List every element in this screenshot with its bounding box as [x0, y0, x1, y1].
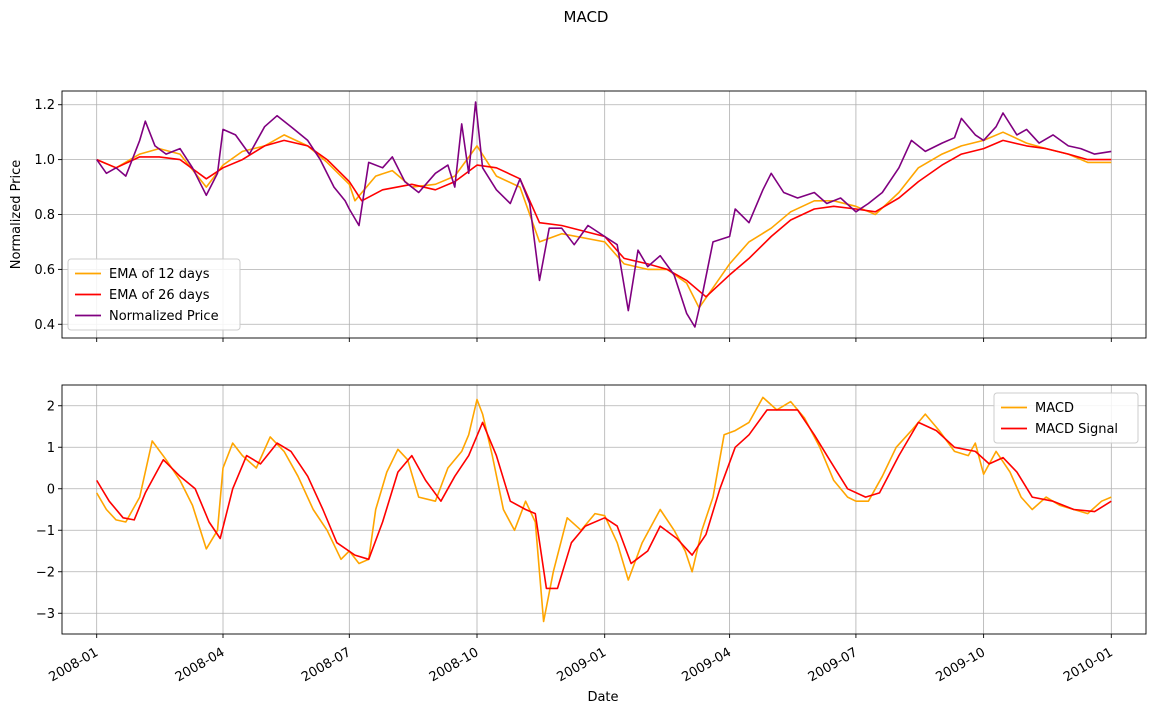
panel0-legend-label-2: Normalized Price — [109, 309, 219, 324]
panel0-ytick-label: 0.6 — [34, 263, 55, 278]
panel1-ytick-label: 1 — [47, 441, 55, 456]
panel1-xtick-label: 2010-01 — [1061, 645, 1116, 685]
panel1-xtick-label: 2008-04 — [173, 645, 228, 685]
panel0-ytick-label: 1.2 — [34, 98, 55, 113]
panel1-xtick-label: 2009-10 — [933, 645, 988, 685]
panel1-axes-frame — [61, 384, 1147, 635]
panel1-series-line-1 — [96, 409, 1112, 590]
panel1-series-line-0 — [96, 396, 1112, 623]
panel0-ytick-label: 1.0 — [34, 153, 55, 168]
panel1-legend-label-0: MACD — [1035, 401, 1074, 416]
panel1-ytick-label: 2 — [47, 399, 55, 414]
panel1-legend: MACD MACD Signal — [993, 392, 1139, 444]
panel1-ytick-label: −2 — [36, 565, 55, 580]
panel0-ylabel: Normalized Price — [9, 160, 24, 270]
figure-title: MACD — [564, 8, 609, 26]
panel1-ytick-label: 0 — [47, 482, 55, 497]
panel1-xlabel: Date — [587, 690, 618, 705]
panel1-xtick-label: 2008-01 — [47, 645, 102, 685]
panel0-ytick-label: 0.4 — [34, 318, 55, 333]
panel1-xtick-label: 2009-04 — [679, 645, 734, 685]
panel0-series-line-0 — [96, 131, 1112, 309]
panel0-legend-label-0: EMA of 12 days — [109, 267, 210, 282]
panel0-legend-label-1: EMA of 26 days — [109, 288, 210, 303]
panel0-legend-box — [67, 258, 241, 331]
panel0-ytick-label: 0.8 — [34, 208, 55, 223]
panel1-ytick-label: −1 — [36, 524, 55, 539]
panel1-xtick-label: 2008-10 — [427, 645, 482, 685]
panel0-series-line-1 — [96, 139, 1112, 298]
panel1-xtick-label: 2009-07 — [806, 645, 861, 685]
panel0-series-line-2 — [96, 101, 1112, 328]
panel1-ytick-label: −3 — [36, 607, 55, 622]
panel1-xtick-label: 2008-07 — [299, 645, 354, 685]
panel1-legend-box — [993, 392, 1139, 444]
panel1-xtick-label: 2009-01 — [555, 645, 610, 685]
panel0-legend: EMA of 12 days EMA of 26 days Normalized P… — [67, 258, 241, 331]
panel1-legend-label-1: MACD Signal — [1035, 422, 1118, 437]
macd-panel: 2008-01 2008-04 2008-07 2008-10 2009-01 2009-… — [36, 384, 1147, 705]
